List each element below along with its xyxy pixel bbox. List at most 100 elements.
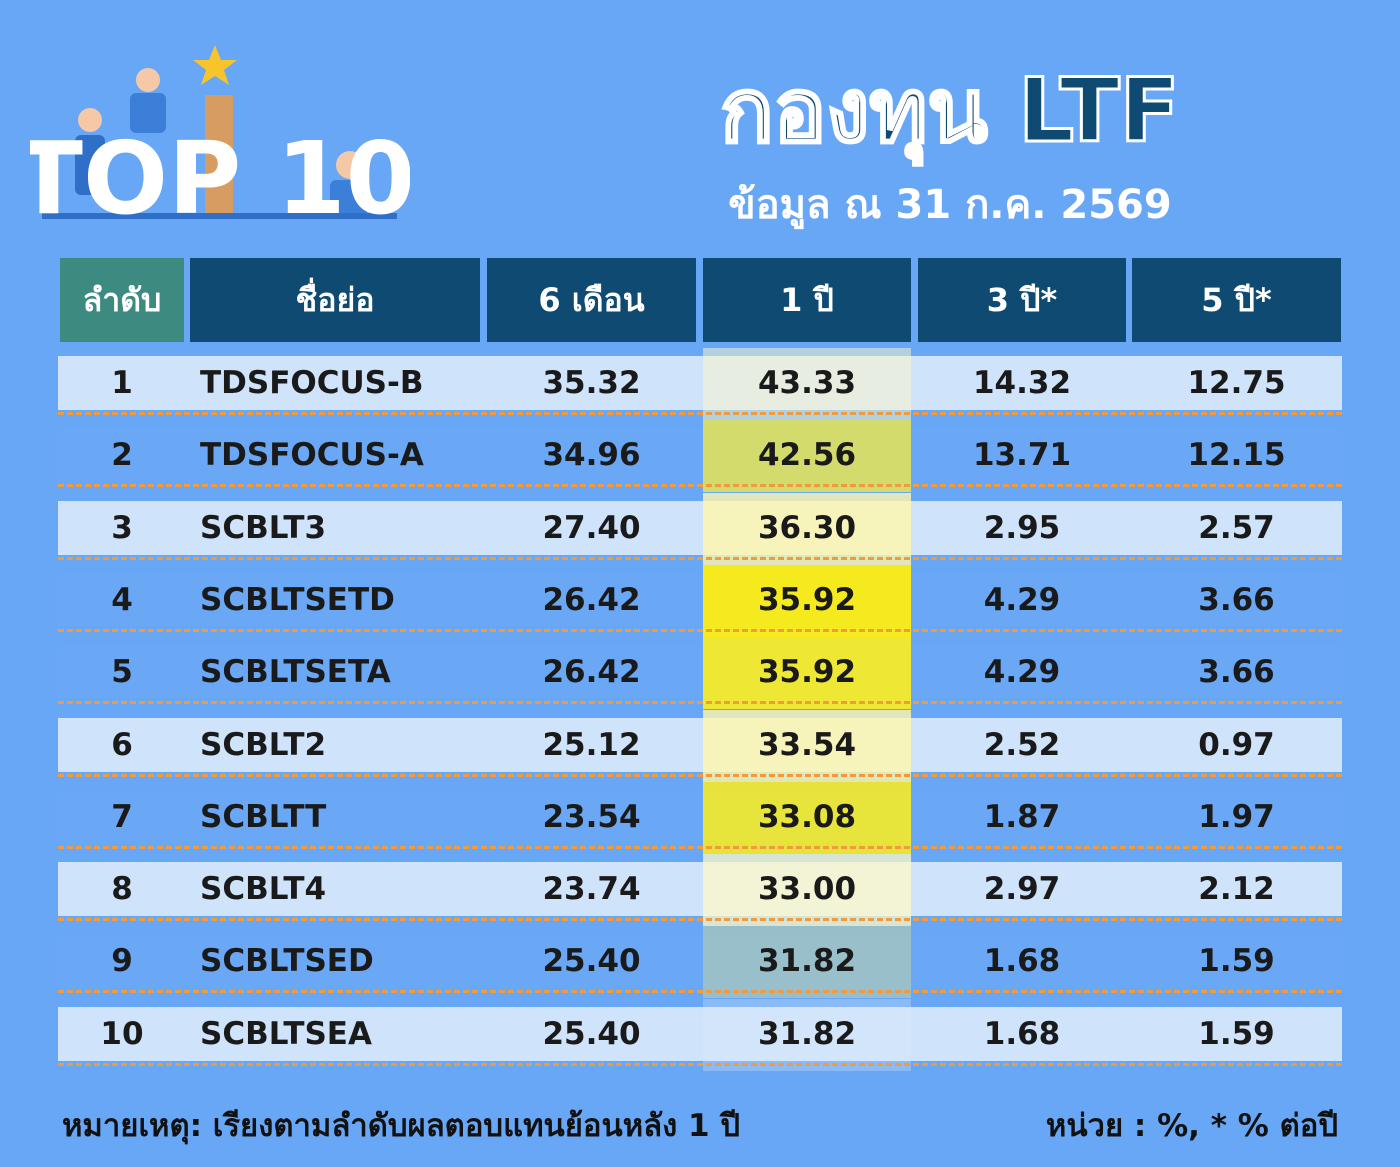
column-header: 3 ปี* <box>918 258 1126 342</box>
highlight <box>703 348 911 420</box>
column-header: 5 ปี* <box>1132 258 1341 342</box>
table-cell: 3.66 <box>1198 654 1275 691</box>
badge: TOP 10 <box>30 120 410 225</box>
row-background <box>58 572 1342 627</box>
row-divider <box>58 556 1342 560</box>
table-cell: 2.12 <box>1198 871 1275 908</box>
table-cell: 31.82 <box>757 943 857 980</box>
table-cell: SCBLT2 <box>200 726 327 763</box>
table-cell: 1.68 <box>983 1015 1061 1052</box>
table-cell: 1.68 <box>983 943 1061 980</box>
table-cell: 2.95 <box>983 509 1061 546</box>
table-cell: 10 <box>100 1015 144 1052</box>
row-divider <box>58 1062 1342 1066</box>
table-cell: SCBLT3 <box>200 509 327 546</box>
column-header: ลำดับ <box>60 258 184 342</box>
row-background <box>58 428 1342 483</box>
table-cell: SCBLTSED <box>200 943 374 980</box>
table-cell: 3.66 <box>1198 581 1275 618</box>
table-cell: TDSFOCUS-A <box>200 437 424 474</box>
table-cell: 2.57 <box>1198 509 1275 546</box>
row-background <box>58 645 1342 700</box>
highlight <box>703 492 911 565</box>
table-cell: 35.92 <box>757 654 857 691</box>
table-cell: 5 <box>111 654 133 691</box>
table-cell: 33.00 <box>757 871 857 908</box>
table-cell: 33.54 <box>757 726 857 763</box>
table-cell: 25.12 <box>542 726 641 763</box>
row-divider <box>58 918 1342 922</box>
table-cell: 1.87 <box>983 798 1061 835</box>
table-cell: 23.54 <box>542 798 641 835</box>
title: กองทุน LTF <box>719 58 1182 164</box>
table-cell: 26.42 <box>542 654 641 691</box>
row-background <box>58 862 1342 917</box>
row-divider <box>58 773 1342 777</box>
table-cell: 4.29 <box>983 581 1061 618</box>
row-background <box>58 934 1342 989</box>
illustration: TOP 10 <box>30 45 410 225</box>
table-cell: 14.32 <box>972 365 1072 401</box>
table-cell: 4.29 <box>983 654 1061 691</box>
table-cell: 2.52 <box>983 726 1061 763</box>
table-cell: SCBLT4 <box>200 871 327 908</box>
table-cell: 12.15 <box>1187 437 1286 474</box>
table-cell: 1 <box>111 365 133 401</box>
table-cell: 34.96 <box>542 437 641 474</box>
table-cell: 7 <box>111 798 133 835</box>
table-cell: SCBLTSEA <box>200 1015 372 1052</box>
column-header: ชื่อย่อ <box>190 258 480 342</box>
table-cell: 27.40 <box>542 509 641 546</box>
column-header: 6 เดือน <box>487 258 696 342</box>
table-cell: 0.97 <box>1198 726 1275 763</box>
table-cell: 23.74 <box>542 871 641 908</box>
row-divider <box>58 845 1342 849</box>
highlight <box>703 420 911 493</box>
table-cell: 25.40 <box>542 1015 641 1052</box>
row-divider <box>58 484 1342 488</box>
table-cell: 12.75 <box>1187 365 1286 401</box>
highlight <box>703 781 911 854</box>
unit: หน่วย : %, * % ต่อปี <box>1045 1108 1338 1144</box>
row-divider <box>58 628 1342 632</box>
row-background <box>58 789 1342 844</box>
table-cell: 2.97 <box>983 871 1061 908</box>
column-header: 1 ปี <box>703 258 911 342</box>
row-divider <box>58 990 1342 994</box>
table-cell: 43.33 <box>757 365 857 401</box>
table-cell: 42.56 <box>757 437 857 474</box>
note: หมายเหตุ: เรียงตามลำดับผลตอบแทนย้อนหลัง … <box>62 1108 741 1144</box>
row-background <box>58 717 1342 772</box>
highlight <box>703 637 911 710</box>
highlight <box>703 709 911 782</box>
highlight <box>703 854 911 927</box>
table-cell: SCBLTT <box>200 798 327 835</box>
highlight <box>703 926 911 999</box>
table-cell: 2 <box>111 437 133 474</box>
table-cell: SCBLTSETD <box>200 581 395 618</box>
row-background <box>58 356 1342 410</box>
row-background <box>58 1006 1342 1061</box>
table-cell: TDSFOCUS-B <box>200 365 424 401</box>
table-cell: 1.59 <box>1198 943 1275 980</box>
table-cell: 1.97 <box>1198 798 1275 835</box>
row-background <box>58 500 1342 555</box>
table-cell: 8 <box>111 871 133 908</box>
row-divider <box>58 701 1342 705</box>
table-cell: 9 <box>111 943 133 980</box>
table-cell: 3 <box>111 509 133 546</box>
highlight <box>703 998 911 1071</box>
table-cell: 4 <box>111 581 133 618</box>
table-cell: 31.82 <box>757 1015 857 1052</box>
row-divider <box>58 412 1342 415</box>
table-cell: 36.30 <box>757 509 857 546</box>
table-cell: 13.71 <box>972 437 1072 474</box>
subtitle: ข้อมูล ณ 31 ก.ค. 2569 <box>728 182 1172 228</box>
table-cell: 25.40 <box>542 943 641 980</box>
table-cell: 6 <box>111 726 133 763</box>
table-cell: SCBLTSETA <box>200 654 391 691</box>
table-cell: 26.42 <box>542 581 641 618</box>
table-cell: 1.59 <box>1198 1015 1275 1052</box>
table-cell: 35.32 <box>542 365 641 401</box>
